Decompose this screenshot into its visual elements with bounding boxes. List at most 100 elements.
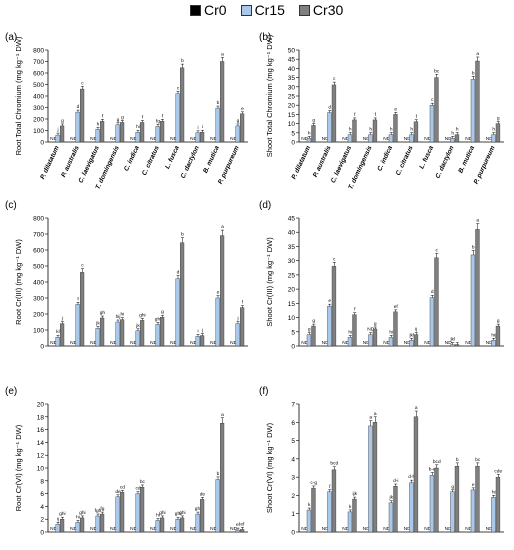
bar-data-label: ND	[383, 526, 390, 532]
y-tick-label: 10	[288, 315, 296, 322]
bar-data-label: g	[312, 319, 315, 324]
y-tick-label: 500	[33, 82, 44, 89]
bar-data-label: ND	[90, 340, 97, 346]
bar-data-label: g	[497, 117, 500, 122]
bar-data-label: hij	[491, 332, 496, 338]
bar	[429, 104, 435, 143]
bar	[119, 492, 125, 533]
bar	[372, 422, 378, 533]
bar-data-label: bcd	[330, 461, 338, 467]
y-tick-label: 300	[33, 105, 44, 112]
bar-data-label: g	[451, 485, 454, 490]
bar-data-label: b	[217, 471, 220, 477]
bar-data-label: hi	[136, 124, 140, 130]
bar	[388, 502, 394, 533]
bar-data-label: b	[181, 232, 184, 238]
bar-data-label: ND	[90, 526, 97, 532]
y-tick-label: 4	[291, 456, 295, 463]
bar-data-label: f	[242, 300, 244, 306]
y-tick-label: 600	[33, 71, 44, 78]
bar-data-label: h	[410, 127, 413, 133]
y-tick-label: 30	[288, 84, 296, 91]
y-tick-label: 15	[288, 301, 296, 308]
y-tick-label: 700	[33, 232, 44, 239]
bar	[306, 138, 312, 143]
bar	[139, 487, 145, 533]
bar-data-label: ND	[322, 526, 329, 532]
bar-data-label: bcd	[433, 459, 441, 465]
bar-data-label: hi	[121, 312, 125, 318]
bar	[135, 132, 140, 143]
panel-label: (b)	[259, 32, 271, 43]
bar-data-label: ghi	[155, 316, 161, 322]
bar-data-label: h	[492, 127, 495, 133]
panel-label: (c)	[5, 200, 17, 211]
bar	[347, 134, 353, 143]
bar	[393, 114, 398, 143]
bar-data-label: hi	[76, 514, 80, 520]
x-tick-label: L. fusca	[164, 145, 181, 171]
bar	[219, 235, 225, 347]
y-tick-label: 0	[40, 140, 44, 147]
y-tick-label: 500	[33, 264, 44, 271]
bar-data-label: a	[221, 52, 224, 57]
bar-data-label: ghi	[195, 506, 201, 512]
y-tick-label: 4	[40, 504, 44, 511]
bar-data-label: ef	[240, 521, 245, 527]
bar	[393, 311, 398, 347]
bar-data-label: g	[308, 328, 311, 333]
y-axis-label: Shoot Cr(III) (mg kg⁻¹ DW)	[265, 237, 274, 327]
bar-data-label: ND	[465, 526, 472, 532]
bar	[327, 112, 332, 143]
bar-data-label: f	[162, 113, 164, 119]
bar-data-label: ND	[210, 526, 217, 532]
bar	[450, 138, 455, 143]
bar-data-label: ND	[322, 340, 329, 346]
bar-data-label: h	[390, 127, 393, 133]
y-tick-label: 8	[40, 478, 44, 485]
bar-data-label: a	[476, 52, 479, 57]
bar-data-label: ND	[130, 136, 137, 142]
legend: Cr0 Cr15 Cr30	[190, 2, 343, 18]
bar	[331, 469, 337, 533]
bar-data-label: g	[117, 118, 120, 123]
bar-data-label: g	[497, 319, 500, 324]
bar-data-label: ND	[50, 136, 57, 142]
bar	[199, 499, 205, 533]
bar-data-label: ND	[70, 340, 77, 346]
bar	[475, 229, 480, 347]
y-tick-label: 0	[40, 530, 44, 537]
bar	[135, 330, 140, 347]
bar-data-label: ND	[363, 340, 370, 346]
bar-data-label: a	[221, 413, 224, 418]
bar-data-label: j	[236, 316, 238, 322]
bar-data-label: ND	[110, 340, 117, 346]
bar-data-label: c	[333, 257, 336, 262]
y-tick-label: 800	[33, 48, 44, 55]
bar-data-label: ND	[486, 340, 493, 346]
bar-data-label: f	[102, 113, 104, 119]
y-tick-label: 7	[291, 402, 295, 409]
bar-data-label: ND	[404, 136, 411, 142]
bar-data-label: e	[394, 107, 397, 112]
y-tick-label: 40	[288, 66, 296, 73]
bar-data-label: fg	[156, 118, 160, 124]
bar	[79, 517, 85, 533]
bar-data-label: ND	[322, 136, 329, 142]
bar-data-label: hi	[156, 512, 160, 518]
bar	[215, 107, 220, 143]
bar	[327, 305, 332, 347]
x-tick-label: C. indica	[123, 145, 141, 173]
bar-data-label: ND	[404, 526, 411, 532]
bar-data-label: ghi	[179, 510, 185, 516]
bar-data-label: ND	[383, 340, 390, 346]
y-tick-label: 3	[291, 475, 295, 482]
chart-panel: (c) 0 100 200 300 400 500 600 700 800 Root Cr(III)…	[5, 200, 248, 351]
bar-data-label: hi	[348, 329, 352, 335]
bar	[239, 529, 245, 533]
bar	[179, 67, 185, 143]
bar	[311, 487, 316, 533]
y-tick-label: 200	[33, 312, 44, 319]
bar-data-label: j	[201, 328, 203, 334]
bar	[235, 529, 240, 533]
